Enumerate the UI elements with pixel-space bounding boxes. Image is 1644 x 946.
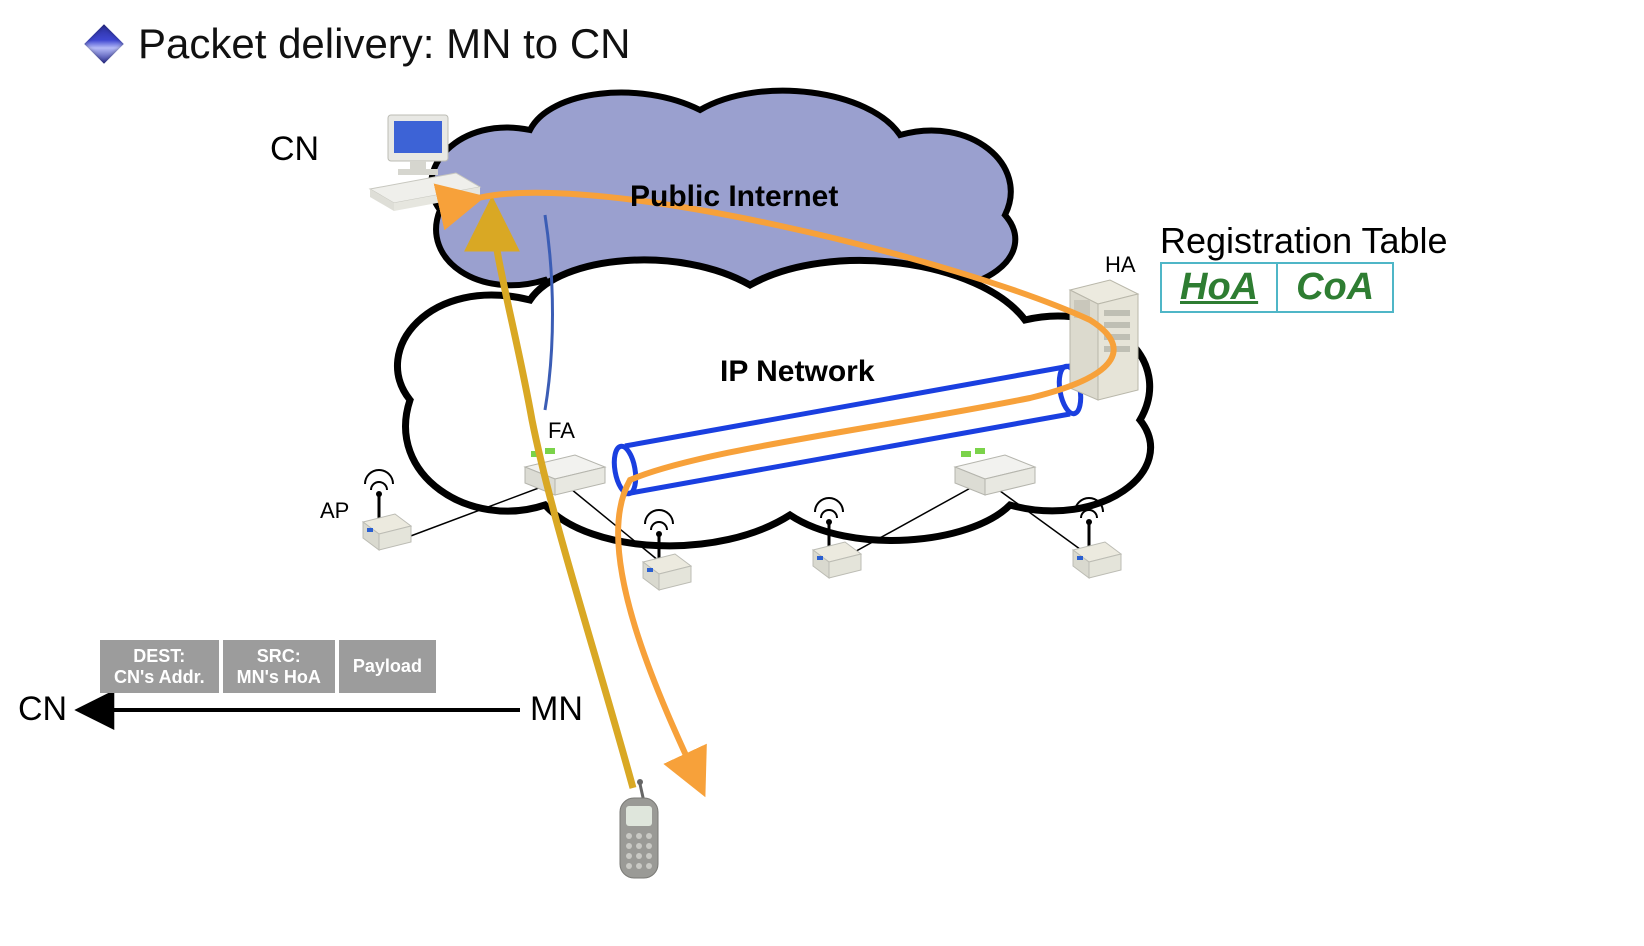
- ap-icon-2: [643, 510, 691, 590]
- router-fa-icon: [525, 448, 605, 495]
- router-right-icon: [955, 448, 1035, 495]
- fa-label: FA: [548, 418, 575, 444]
- registration-title: Registration Table: [1160, 220, 1448, 262]
- packet-dest-l1: DEST:: [133, 646, 185, 666]
- packet-dest-l2: CN's Addr.: [114, 667, 205, 687]
- registration-block: Registration Table HoA CoA: [1160, 220, 1448, 313]
- packet-src: SRC: MN's HoA: [221, 640, 337, 693]
- packet-dest: DEST: CN's Addr.: [100, 640, 221, 693]
- bullet-icon: [84, 24, 124, 64]
- ap-links: [400, 480, 1095, 570]
- title-row: Packet delivery: MN to CN: [90, 20, 630, 68]
- cn-computer-icon: [370, 115, 480, 211]
- packet-src-l2: MN's HoA: [237, 667, 321, 687]
- diagram-stage: Packet delivery: MN to CN: [0, 0, 1644, 946]
- ap-icon-1: [363, 470, 411, 550]
- thin-blue-path: [545, 215, 553, 410]
- cn-top-label: CN: [270, 130, 319, 169]
- ip-network-cloud: [397, 260, 1150, 546]
- packet-box: DEST: CN's Addr. SRC: MN's HoA Payload: [100, 640, 436, 693]
- cn-bottom-label: CN: [18, 690, 67, 729]
- mn-phone-icon: [620, 779, 658, 878]
- reg-col-coa: CoA: [1277, 263, 1393, 312]
- packet-payload: Payload: [337, 640, 436, 693]
- ap-icon-3: [813, 498, 861, 578]
- packet-table: DEST: CN's Addr. SRC: MN's HoA Payload: [100, 640, 436, 693]
- ap-icon-4: [1073, 498, 1121, 578]
- packet-src-l1: SRC:: [257, 646, 301, 666]
- diagram-svg: [0, 0, 1644, 946]
- mn-label: MN: [530, 690, 583, 729]
- ap-label: AP: [320, 498, 349, 524]
- public-internet-label: Public Internet: [630, 180, 838, 214]
- registration-table: HoA CoA: [1160, 262, 1394, 313]
- page-title: Packet delivery: MN to CN: [138, 20, 630, 68]
- ha-server-icon: [1070, 280, 1138, 400]
- reg-col-hoa: HoA: [1161, 263, 1277, 312]
- ip-network-label: IP Network: [720, 355, 875, 389]
- ha-label: HA: [1105, 252, 1136, 278]
